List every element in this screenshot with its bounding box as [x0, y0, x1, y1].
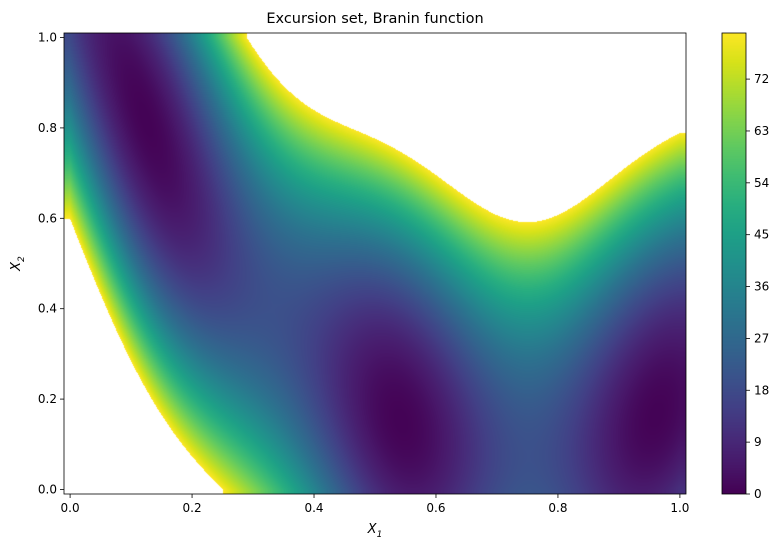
colorbar-tick-label: 18 [754, 383, 769, 397]
colorbar-tick-label: 27 [754, 331, 769, 345]
colorbar-tick-label: 72 [754, 72, 769, 86]
x-axis-label: X1 [367, 522, 383, 540]
x-tick-label: 0.2 [183, 501, 202, 515]
y-tick-label: 0.6 [38, 211, 57, 225]
y-tick-label: 0.8 [38, 121, 57, 135]
colorbar-tick-label: 0 [754, 487, 762, 501]
colorbar-tick-label: 45 [754, 228, 769, 242]
y-axis-label: X2 [9, 256, 27, 272]
excursion-heatmap [64, 33, 686, 494]
y-axis: 0.0 0.2 0.4 0.6 0.8 1.0 [38, 31, 64, 496]
y-tick-label: 0.4 [38, 302, 57, 316]
x-axis-label-subscript: 1 [377, 530, 383, 540]
colorbar-tick-label: 63 [754, 124, 769, 138]
y-tick-label: 0.2 [38, 392, 57, 406]
y-axis-label-base: X [9, 261, 24, 272]
colorbar-tick-label: 54 [754, 176, 769, 190]
x-tick-label: 0.6 [426, 501, 445, 515]
colorbar-frame [721, 32, 747, 495]
x-tick-label: 0.4 [304, 501, 323, 515]
y-axis-label-subscript: 2 [17, 256, 27, 262]
colorbar-tick-label: 9 [754, 435, 762, 449]
x-tick-label: 0.8 [548, 501, 567, 515]
x-tick-label: 1.0 [670, 501, 689, 515]
y-tick-label: 1.0 [38, 31, 57, 45]
colorbar-axis: 0 9 18 27 36 45 54 63 72 [746, 72, 769, 501]
colorbar-tick-label: 36 [754, 280, 769, 294]
colorbar-gradient [722, 33, 746, 494]
x-axis-label-base: X [367, 522, 378, 537]
plot-frame [63, 32, 687, 495]
x-tick-label: 0.0 [61, 501, 80, 515]
y-tick-label: 0.0 [38, 482, 57, 496]
chart-title: Excursion set, Branin function [266, 11, 483, 27]
x-axis: 0.0 0.2 0.4 0.6 0.8 1.0 [61, 494, 689, 515]
